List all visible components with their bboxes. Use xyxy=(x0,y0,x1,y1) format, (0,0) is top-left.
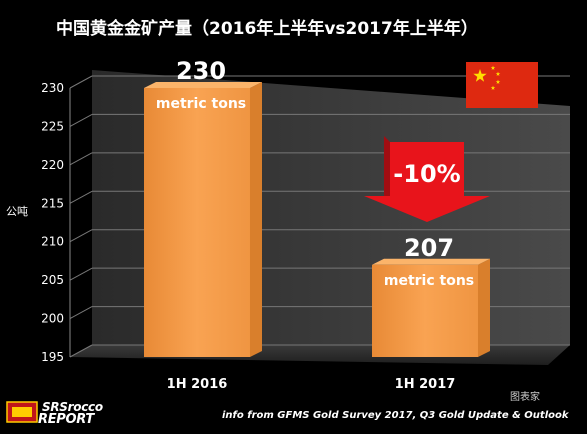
gridline-depth xyxy=(69,152,93,166)
logo-text-line2: REPORT xyxy=(38,412,94,427)
y-tick-label: 215 xyxy=(41,196,64,210)
gridline-depth xyxy=(69,75,93,89)
gridline-depth xyxy=(69,113,93,127)
y-tick-label: 205 xyxy=(41,273,64,287)
bar-unit-label: metric tons xyxy=(156,96,246,112)
bar-top xyxy=(144,82,262,88)
srsrocco-logo xyxy=(6,399,106,427)
bar-value-label: 230 xyxy=(176,57,226,85)
flag-small-star xyxy=(495,71,501,76)
gridline-depth xyxy=(69,229,93,243)
bar-top xyxy=(372,258,490,265)
footnote: info from GFMS Gold Survey 2017, Q3 Gold… xyxy=(222,410,569,421)
x-tick-label: 1H 2017 xyxy=(395,377,456,392)
bar xyxy=(372,264,478,357)
change-label: -10% xyxy=(393,160,460,188)
gridline-depth xyxy=(69,344,93,358)
watermark-logo: 图表家 xyxy=(510,392,540,403)
y-axis-label: 公吨 xyxy=(6,205,28,218)
flag-large-star xyxy=(473,69,487,82)
y-tick-label: 210 xyxy=(41,235,64,249)
gridline-depth xyxy=(69,267,93,281)
bar xyxy=(144,88,250,357)
change-arrow xyxy=(364,142,490,222)
flag-small-star xyxy=(490,85,496,90)
bar-unit-label: metric tons xyxy=(384,273,474,289)
y-tick-label: 225 xyxy=(41,119,64,133)
srsrocco-logo-icon xyxy=(6,401,38,423)
change-arrow-shadow xyxy=(384,136,390,196)
logo-text-line1: SRSrocco xyxy=(42,400,103,414)
gridline-depth xyxy=(69,190,93,204)
flag-small-star xyxy=(495,79,501,84)
bar-side xyxy=(478,258,490,357)
y-tick-label: 230 xyxy=(41,81,64,95)
page-title: 中国黄金金矿产量（2016年上半年vs2017年上半年） xyxy=(56,19,478,39)
y-tick-label: 195 xyxy=(41,350,64,364)
gridline-depth xyxy=(69,306,93,320)
bar-value-label: 207 xyxy=(404,234,454,262)
bar-side xyxy=(250,82,262,357)
china-flag xyxy=(466,62,538,108)
y-tick-label: 220 xyxy=(41,158,64,172)
flag-small-star xyxy=(490,65,496,70)
x-tick-label: 1H 2016 xyxy=(167,377,228,392)
y-tick-label: 200 xyxy=(41,312,64,326)
